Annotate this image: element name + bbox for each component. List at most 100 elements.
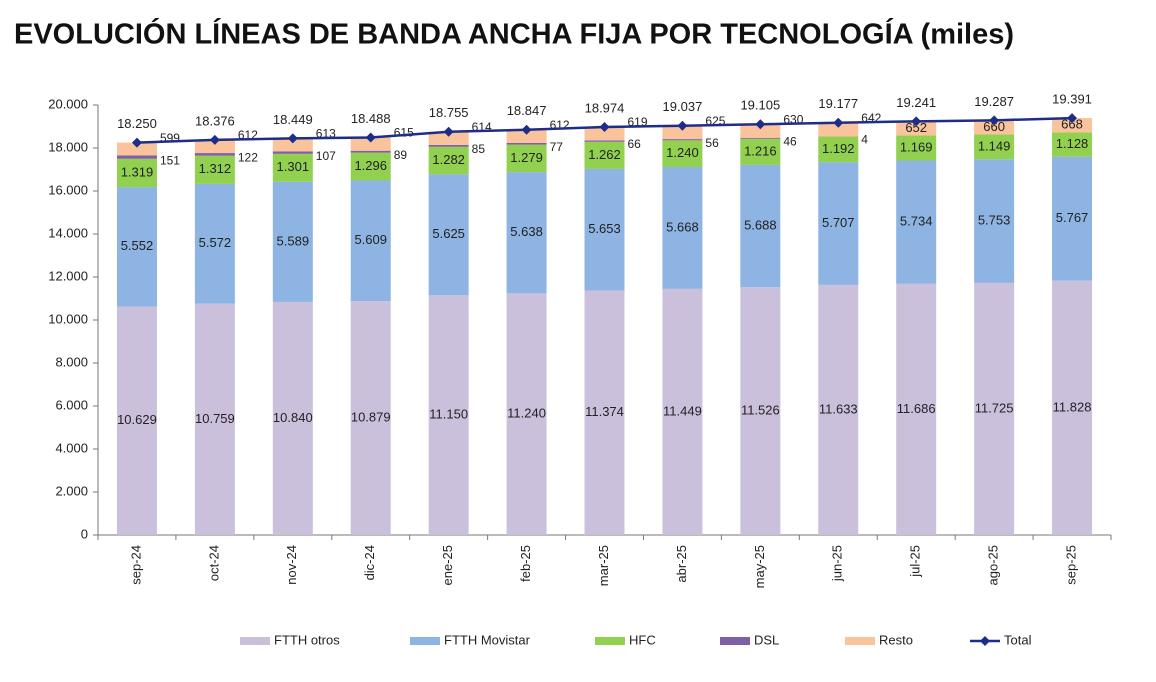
data-label: 1.282	[432, 152, 465, 167]
bar-segment	[272, 181, 313, 302]
data-label: 1.301	[277, 159, 310, 174]
bar-segment	[584, 141, 625, 169]
bar-segment	[662, 125, 703, 140]
bar-segment	[506, 172, 547, 294]
x-tick-label: feb-25	[518, 545, 533, 582]
legend-label: Total	[1004, 632, 1032, 647]
bar-segment	[740, 164, 781, 288]
bar-segment	[584, 140, 625, 142]
bar-segment	[974, 120, 1015, 135]
bar-segment	[350, 150, 391, 153]
data-label: 18.755	[429, 105, 469, 120]
legend-swatch	[410, 637, 440, 645]
total-marker	[911, 116, 922, 127]
bar-segment	[428, 295, 469, 535]
data-label: 5.625	[432, 226, 465, 241]
total-marker	[131, 137, 142, 148]
bar-segment	[740, 287, 781, 535]
data-label: 18.974	[585, 100, 625, 115]
legend-swatch	[240, 637, 270, 645]
data-label: 11.240	[507, 406, 546, 421]
data-label: 1.296	[354, 158, 387, 173]
bar-segment	[428, 131, 469, 145]
data-label: 1.262	[588, 147, 621, 162]
total-marker	[1067, 113, 1078, 124]
bar-segment	[662, 166, 703, 289]
bar-segment	[974, 282, 1015, 535]
total-marker	[365, 132, 376, 143]
y-tick-label: 20.000	[48, 96, 88, 111]
bar-segment	[350, 137, 391, 151]
bar-segment	[506, 144, 547, 173]
bar-segment	[1052, 132, 1093, 157]
x-tick-label: ago-25	[986, 545, 1001, 585]
data-label: 19.287	[974, 94, 1014, 109]
data-label: 11.725	[975, 400, 1014, 415]
data-label: 18.449	[273, 112, 313, 127]
data-label: 5.609	[354, 232, 387, 247]
y-tick-label: 14.000	[48, 225, 88, 240]
bar-segment	[584, 127, 625, 141]
data-label: 19.177	[818, 96, 858, 111]
bar-segment	[662, 288, 703, 535]
x-tick-label: jun-25	[830, 545, 845, 582]
total-marker	[443, 126, 454, 137]
y-tick-label: 8.000	[55, 354, 88, 369]
legend-swatch	[595, 637, 625, 645]
data-label: 18.250	[117, 116, 157, 131]
legend-label: FTTH Movistar	[444, 632, 531, 647]
legend-swatch	[845, 637, 875, 645]
y-tick-label: 18.000	[48, 139, 88, 154]
data-label: 11.828	[1053, 399, 1092, 414]
bar-segment	[350, 180, 391, 302]
bar-segment	[662, 140, 703, 167]
x-tick-label: sep-24	[128, 545, 143, 585]
total-marker	[521, 124, 532, 135]
data-label: 5.668	[666, 219, 699, 234]
bar-segment	[1052, 118, 1093, 133]
data-label: 10.629	[117, 412, 157, 427]
bar-segment	[584, 168, 625, 291]
bar-segment	[506, 142, 547, 145]
data-label: 19.241	[896, 95, 936, 110]
data-label: 66	[628, 137, 642, 151]
y-tick-label: 12.000	[48, 268, 88, 283]
data-label: 46	[783, 134, 797, 148]
total-marker	[677, 120, 688, 131]
data-label: 5.707	[822, 215, 855, 230]
x-tick-label: dic-24	[362, 545, 377, 580]
bar-segment	[896, 283, 937, 535]
bar-segment	[818, 284, 859, 535]
bar-segment	[974, 134, 1015, 160]
x-tick-label: oct-24	[206, 545, 221, 581]
data-label: 19.105	[740, 98, 780, 113]
data-label: 19.037	[663, 99, 703, 114]
data-label: 660	[983, 119, 1005, 134]
data-label: 151	[160, 153, 180, 167]
data-label: 107	[316, 149, 336, 163]
data-label: 11.374	[585, 404, 624, 419]
y-tick-label: 10.000	[48, 311, 88, 326]
bar-segment	[506, 293, 547, 535]
data-label: 19.391	[1052, 92, 1092, 107]
bar-segment	[818, 122, 859, 137]
bar-segment	[116, 155, 157, 159]
bar-segment	[740, 138, 781, 165]
data-label: 10.879	[351, 409, 391, 424]
data-label: 18.847	[507, 103, 547, 118]
total-marker	[287, 133, 298, 144]
data-label: 1.216	[744, 143, 777, 158]
bar-segment	[896, 135, 937, 161]
data-label: 1.192	[822, 141, 855, 156]
bar-segment	[350, 301, 391, 535]
bar-segment	[1052, 280, 1093, 535]
data-label: 1.319	[121, 164, 154, 179]
total-marker	[209, 134, 220, 145]
bar-segment	[428, 144, 469, 147]
data-label: 5.552	[121, 238, 154, 253]
y-tick-label: 6.000	[55, 397, 88, 412]
bar-segment	[194, 153, 235, 156]
bar-segment	[584, 290, 625, 535]
data-label: 1.279	[510, 150, 543, 165]
